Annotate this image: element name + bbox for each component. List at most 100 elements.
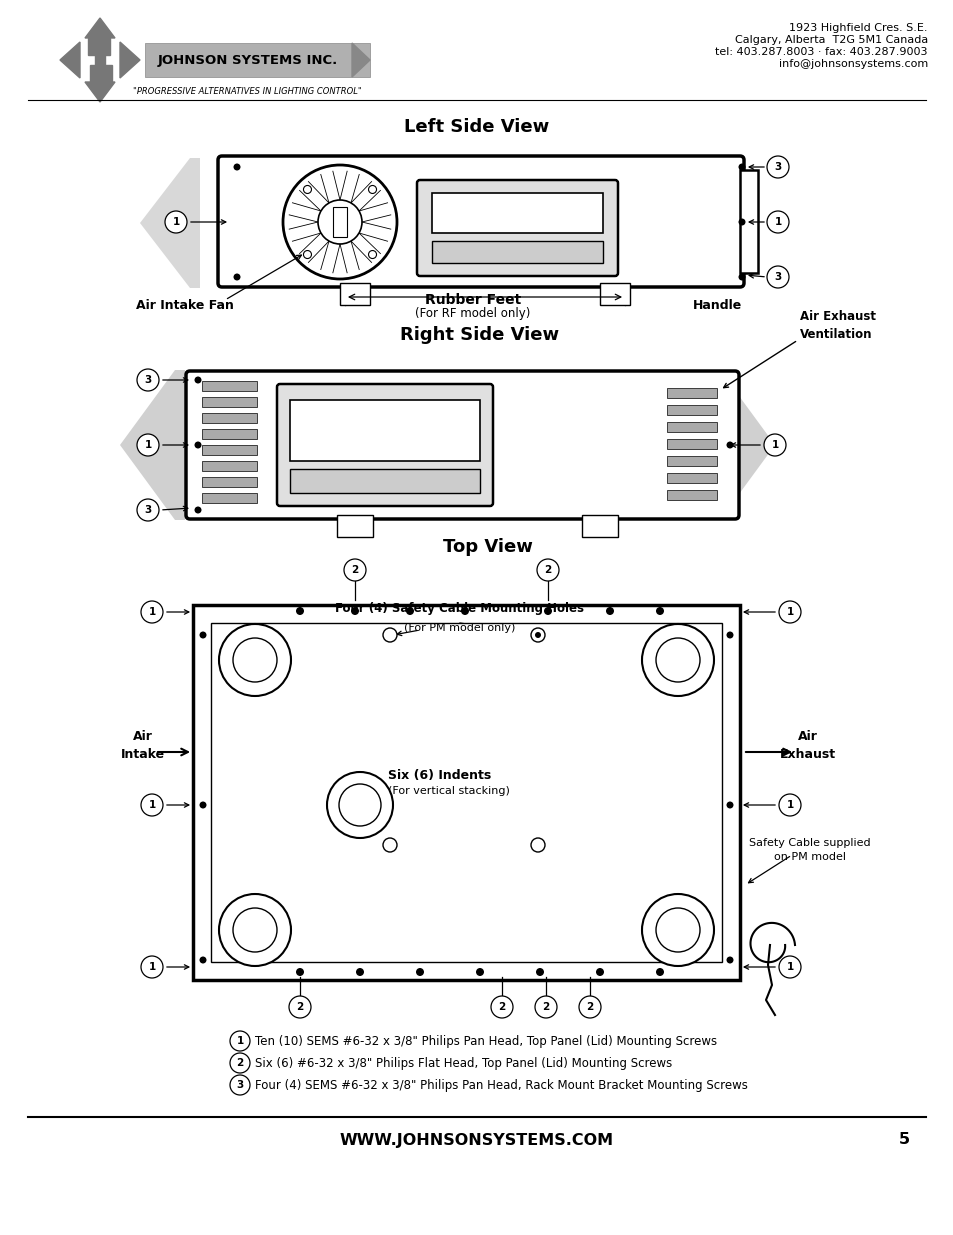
- Text: 1: 1: [785, 606, 793, 618]
- Text: JOHNSON SYSTEMS INC.: JOHNSON SYSTEMS INC.: [157, 53, 337, 67]
- Bar: [202, 382, 256, 391]
- Circle shape: [317, 200, 361, 245]
- Circle shape: [219, 894, 291, 966]
- Bar: [193, 605, 740, 981]
- Text: 1: 1: [785, 962, 793, 972]
- Circle shape: [194, 377, 201, 384]
- Text: 2: 2: [296, 1002, 303, 1011]
- Bar: [202, 493, 256, 503]
- Text: 3: 3: [774, 272, 781, 282]
- Polygon shape: [352, 43, 370, 77]
- Text: 3: 3: [144, 505, 152, 515]
- Circle shape: [137, 369, 159, 391]
- Circle shape: [416, 968, 423, 976]
- Text: Safety Cable supplied
on PM model: Safety Cable supplied on PM model: [748, 839, 870, 862]
- Text: 2: 2: [497, 1002, 505, 1011]
- Circle shape: [726, 441, 733, 448]
- Circle shape: [726, 631, 733, 638]
- Text: 1923 Highfield Cres. S.E.: 1923 Highfield Cres. S.E.: [789, 23, 927, 33]
- Bar: [581, 515, 618, 537]
- Text: 1: 1: [172, 217, 179, 227]
- Bar: [339, 283, 370, 305]
- Text: 5: 5: [898, 1132, 909, 1147]
- Circle shape: [137, 499, 159, 521]
- Text: (For vertical stacking): (For vertical stacking): [388, 785, 509, 797]
- Polygon shape: [90, 65, 112, 82]
- Circle shape: [531, 839, 544, 852]
- Circle shape: [141, 794, 163, 816]
- Bar: [211, 622, 721, 962]
- Bar: [666, 405, 717, 415]
- Polygon shape: [88, 38, 110, 56]
- Circle shape: [779, 601, 801, 622]
- Circle shape: [233, 273, 240, 280]
- Circle shape: [476, 968, 483, 976]
- Bar: [202, 477, 256, 487]
- Circle shape: [738, 163, 744, 170]
- Circle shape: [726, 802, 733, 809]
- Text: Air
Exhaust: Air Exhaust: [780, 730, 835, 761]
- Circle shape: [605, 606, 614, 615]
- Bar: [740, 170, 758, 273]
- Circle shape: [766, 211, 788, 233]
- Text: 1: 1: [774, 217, 781, 227]
- Bar: [666, 422, 717, 432]
- Circle shape: [233, 908, 276, 952]
- Circle shape: [779, 956, 801, 978]
- Text: 1: 1: [771, 440, 778, 450]
- Bar: [333, 207, 347, 237]
- Text: tel: 403.287.8003 · fax: 403.287.9003: tel: 403.287.8003 · fax: 403.287.9003: [715, 47, 927, 57]
- Circle shape: [656, 606, 663, 615]
- Bar: [599, 283, 629, 305]
- Bar: [432, 193, 602, 233]
- Bar: [202, 445, 256, 454]
- Bar: [666, 456, 717, 466]
- Circle shape: [656, 908, 700, 952]
- Text: 2: 2: [586, 1002, 593, 1011]
- Polygon shape: [60, 42, 80, 78]
- Circle shape: [327, 772, 393, 839]
- Text: 3: 3: [236, 1079, 243, 1091]
- Circle shape: [543, 606, 552, 615]
- Circle shape: [165, 211, 187, 233]
- Text: (For PM model only): (For PM model only): [404, 622, 516, 634]
- Polygon shape: [120, 42, 140, 78]
- Text: WWW.JOHNSONSYSTEMS.COM: WWW.JOHNSONSYSTEMS.COM: [339, 1132, 614, 1147]
- Circle shape: [766, 156, 788, 178]
- Text: 2: 2: [542, 1002, 549, 1011]
- Text: 1: 1: [785, 800, 793, 810]
- Bar: [202, 396, 256, 408]
- Circle shape: [382, 839, 396, 852]
- Text: 2: 2: [544, 564, 551, 576]
- Circle shape: [368, 185, 376, 194]
- Circle shape: [578, 995, 600, 1018]
- Circle shape: [738, 273, 744, 280]
- Circle shape: [137, 433, 159, 456]
- Circle shape: [382, 629, 396, 642]
- Circle shape: [641, 624, 713, 697]
- Text: Handle: Handle: [693, 299, 741, 312]
- Circle shape: [141, 601, 163, 622]
- Circle shape: [199, 956, 206, 963]
- Circle shape: [199, 631, 206, 638]
- Bar: [666, 473, 717, 483]
- Circle shape: [230, 1053, 250, 1073]
- Circle shape: [344, 559, 366, 580]
- Circle shape: [141, 956, 163, 978]
- Circle shape: [199, 802, 206, 809]
- Circle shape: [233, 638, 276, 682]
- Polygon shape: [85, 82, 115, 103]
- FancyBboxPatch shape: [416, 180, 618, 275]
- Bar: [336, 515, 373, 537]
- Circle shape: [406, 606, 414, 615]
- Circle shape: [368, 251, 376, 258]
- Circle shape: [726, 956, 733, 963]
- Bar: [666, 388, 717, 398]
- Circle shape: [283, 165, 396, 279]
- FancyArrow shape: [689, 158, 749, 288]
- Text: 2: 2: [236, 1058, 243, 1068]
- Text: Four (4) SEMS #6-32 x 3/8" Philips Pan Head, Rack Mount Bracket Mounting Screws: Four (4) SEMS #6-32 x 3/8" Philips Pan H…: [254, 1078, 747, 1092]
- Bar: [145, 43, 370, 77]
- Circle shape: [355, 968, 364, 976]
- Text: Right Side View: Right Side View: [400, 326, 559, 345]
